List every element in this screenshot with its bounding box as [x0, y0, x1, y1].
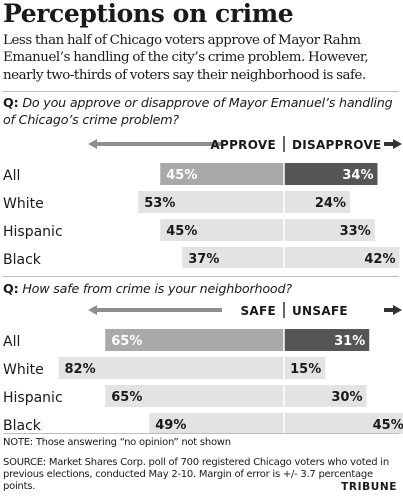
approval-right-arrow: [384, 139, 402, 149]
safety-category-label: Black: [3, 418, 42, 434]
safety-right-bar: [284, 385, 367, 407]
safety-right-value: 45%: [373, 418, 403, 433]
graphic-title: Perceptions on crime: [3, 0, 294, 28]
approval-category-label: White: [3, 196, 44, 212]
safety-right-bar: [284, 413, 403, 434]
credit-logo: TRIBUNE: [341, 481, 397, 493]
approval-question-prefix: Q:: [3, 95, 19, 110]
approval-left-bar: [138, 191, 284, 213]
safety-right-header: UNSAFE: [292, 304, 348, 318]
safety-category-label: Hispanic: [3, 390, 63, 406]
safety-right-arrow: [384, 305, 402, 315]
safety-right-value: 31%: [334, 334, 365, 349]
graphic-subtitle: Less than half of Chicago voters approve…: [3, 33, 369, 83]
approval-chart: APPROVE DISAPPROVE All 45% 34% White 53% 24% His…: [3, 136, 402, 268]
safety-question-text: How safe from crime is your neighborhood…: [22, 281, 292, 296]
approval-right-header: DISAPPROVE: [292, 138, 382, 152]
safety-right-bar: [284, 329, 370, 351]
safety-right-value: 15%: [290, 362, 321, 377]
approval-right-value: 34%: [342, 168, 373, 183]
safety-category-label: All: [3, 334, 20, 350]
approval-left-bar: [182, 247, 284, 268]
safety-left-value: 82%: [65, 362, 96, 377]
safety-left-bar: [105, 329, 284, 351]
approval-category-label: Hispanic: [3, 224, 63, 240]
safety-left-value: 65%: [111, 334, 142, 349]
safety-right-value: 30%: [331, 390, 362, 405]
approval-right-value: 33%: [340, 224, 371, 239]
safety-question-prefix: Q:: [3, 281, 19, 296]
divider-rule: [3, 91, 399, 92]
approval-left-value: 45%: [166, 168, 197, 183]
safety-chart: SAFE UNSAFE All 65% 31% White 82% 15% Hispanic 65…: [3, 302, 403, 434]
approval-right-value: 42%: [364, 252, 395, 267]
safety-category-label: White: [3, 362, 44, 378]
safety-left-header: SAFE: [240, 304, 276, 318]
safety-left-bar: [105, 385, 284, 407]
approval-left-header: APPROVE: [210, 138, 276, 152]
approval-right-bar: [284, 219, 375, 241]
approval-left-value: 37%: [188, 252, 219, 267]
safety-right-bar: [284, 357, 326, 379]
approval-right-bar: [284, 191, 350, 213]
footnote: NOTE: Those answering “no opinion” not s…: [3, 437, 231, 448]
divider-rule: [3, 276, 399, 277]
safety-left-value: 65%: [111, 390, 142, 405]
approval-left-bar: [160, 219, 284, 241]
approval-right-bar: [284, 247, 400, 268]
approval-left-value: 53%: [144, 196, 175, 211]
approval-category-label: All: [3, 168, 20, 184]
safety-left-bar: [149, 413, 284, 434]
approval-left-value: 45%: [166, 224, 197, 239]
safety-left-arrow: [88, 305, 222, 315]
approval-question: Q: Do you approve or disapprove of Mayor…: [3, 95, 401, 128]
safety-left-bar: [58, 357, 284, 379]
source-line: SOURCE: Market Shares Corp. poll of 700 …: [3, 457, 389, 492]
approval-category-label: Black: [3, 252, 42, 268]
approval-left-bar: [160, 163, 284, 185]
safety-left-value: 49%: [155, 418, 186, 433]
approval-question-text: Do you approve or disapprove of Mayor Em…: [3, 95, 393, 127]
approval-right-value: 24%: [315, 196, 346, 211]
approval-left-arrow: [88, 139, 222, 149]
divider-rule: [3, 433, 399, 434]
safety-question: Q: How safe from crime is your neighborh…: [3, 281, 401, 298]
approval-right-bar: [284, 163, 378, 185]
